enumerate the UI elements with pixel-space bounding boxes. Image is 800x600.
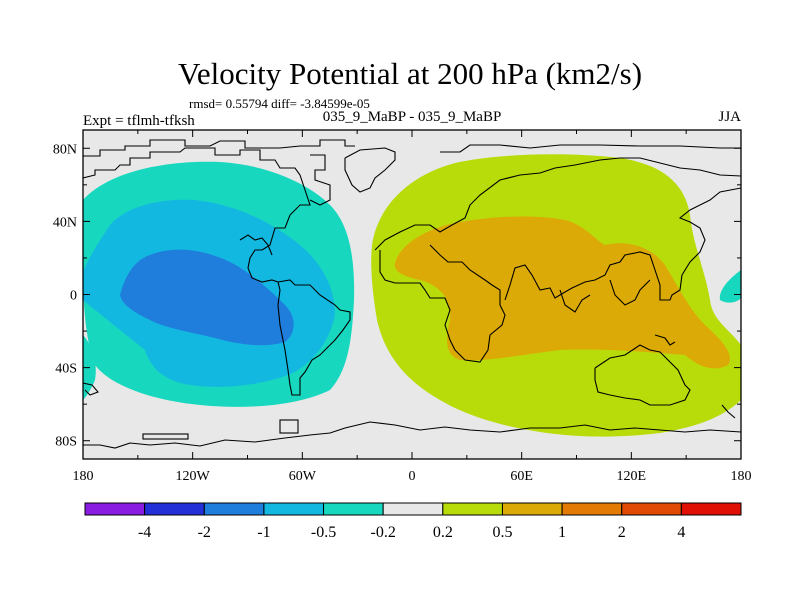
axis-tick-labels: 180 120W 60W 0 60E 120E 180 80N 40N 0 40S 80S xyxy=(53,142,752,484)
x-tick-label: 180 xyxy=(731,469,752,484)
coast-antarctica xyxy=(83,421,741,449)
y-tick-label: 80S xyxy=(55,435,77,450)
coast-india xyxy=(559,289,591,313)
coast-australia xyxy=(594,344,691,406)
colorbar-swatch xyxy=(561,502,623,516)
plot-area xyxy=(83,130,741,459)
colorbar-swatch xyxy=(84,502,146,516)
colorbar xyxy=(84,502,742,516)
y-tick-label: 80N xyxy=(53,142,77,157)
colorbar-swatch xyxy=(501,502,563,516)
coast-asia-east xyxy=(678,187,741,276)
y-tick-label: 40N xyxy=(53,215,77,230)
colorbar-swatch xyxy=(442,502,503,516)
colorbar-swatch xyxy=(680,502,742,516)
center-label: 035_9_MaBP - 035_9_MaBP xyxy=(323,109,502,125)
coast-arctic xyxy=(440,144,741,153)
coast-north-america xyxy=(83,147,311,283)
continent-outlines xyxy=(83,139,741,449)
x-tick-label: 0 xyxy=(409,469,416,484)
colorbar-level-label: 0.5 xyxy=(492,524,512,541)
colorbar-swatch xyxy=(621,502,682,516)
x-tick-label: 60E xyxy=(510,469,533,484)
coast-west-edge-island xyxy=(83,382,99,396)
stats-line: rmsd= 0.55794 diff= -3.84599e-05 xyxy=(189,96,370,111)
axis-ticks xyxy=(82,130,742,459)
colorbar-level-label: 1 xyxy=(558,524,566,541)
chart-title: Velocity Potential at 200 hPa (km2/s) xyxy=(178,56,642,91)
coast-middle-east xyxy=(504,251,683,301)
coast-new-zealand xyxy=(721,404,736,419)
region-positive-core xyxy=(394,216,730,369)
colorbar-swatch xyxy=(323,502,384,516)
colorbar-level-label: -1 xyxy=(257,524,270,541)
left-label: Expt = tflmh-tfksh xyxy=(83,113,195,129)
coast-europe xyxy=(374,157,741,251)
colorbar-swatch xyxy=(382,502,444,516)
coast-hudson-region xyxy=(309,154,331,206)
colorbar-level-label: 0.2 xyxy=(433,524,453,541)
colorbar-swatch xyxy=(263,502,325,516)
colorbar-level-label: -4 xyxy=(138,524,151,541)
x-tick-label: 120E xyxy=(617,469,647,484)
x-tick-label: 60W xyxy=(289,469,317,484)
coast-new-guinea xyxy=(654,334,676,346)
x-tick-label: 180 xyxy=(73,469,94,484)
colorbar-level-label: 4 xyxy=(677,524,685,541)
colorbar-swatch xyxy=(203,502,265,516)
colorbar-level-label: -0.5 xyxy=(311,524,336,541)
colorbar-swatch xyxy=(144,502,205,516)
y-tick-label: 40S xyxy=(55,362,77,377)
coast-africa xyxy=(379,244,506,363)
coast-greenland xyxy=(344,147,396,193)
coast-north-america-north xyxy=(83,139,355,157)
x-tick-label: 120W xyxy=(176,469,211,484)
coast-southeast-asia xyxy=(609,279,651,306)
coast-antarctic-island xyxy=(142,433,189,440)
coast-south-america xyxy=(277,279,351,396)
y-tick-label: 0 xyxy=(70,289,77,304)
colorbar-level-label: -0.2 xyxy=(371,524,396,541)
colorbar-level-label: -2 xyxy=(198,524,211,541)
coast-small-island xyxy=(279,419,299,434)
region-negative-core xyxy=(120,249,294,346)
coast-gulf xyxy=(239,234,273,256)
colorbar-level-label: 2 xyxy=(618,524,626,541)
right-label: JJA xyxy=(718,109,741,125)
colorbar-labels: -4 -2 -1 -0.5 -0.2 0.2 0.5 1 2 4 xyxy=(138,524,685,541)
